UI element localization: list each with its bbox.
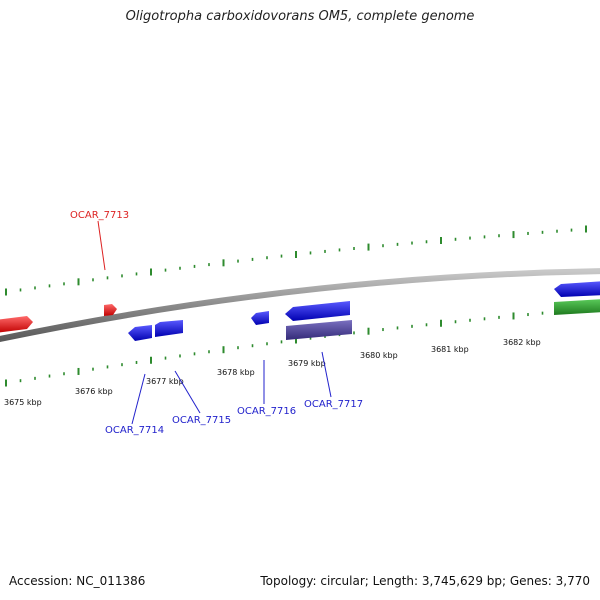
scale-labels: 3675 kbp 3676 kbp 3677 kbp 3678 kbp 3679… <box>4 338 541 407</box>
gene-bar-green[interactable] <box>554 299 600 315</box>
gene-arrow-ocar-7714[interactable] <box>128 325 152 341</box>
gene-label-ocar-7715[interactable]: OCAR_7715 <box>172 415 231 426</box>
scale-label: 3679 kbp <box>288 359 326 368</box>
genome-summary-text: Topology: circular; Length: 3,745,629 bp… <box>260 574 590 588</box>
scale-label: 3677 kbp <box>146 377 184 386</box>
leader-ocar-7713 <box>97 220 106 271</box>
gene-arrow-blue-right[interactable] <box>554 281 600 297</box>
genes <box>0 281 600 341</box>
scale-label: 3682 kbp <box>503 338 541 347</box>
scale-label: 3681 kbp <box>431 345 469 354</box>
gene-arrow-ocar-7717[interactable] <box>285 301 350 321</box>
gene-arrow-ocar-7716[interactable] <box>251 311 269 325</box>
gene-labels: OCAR_7713 OCAR_7714 OCAR_7715 OCAR_7716 … <box>70 210 363 436</box>
gene-arrow-red[interactable] <box>0 316 33 333</box>
scale-label: 3678 kbp <box>217 368 255 377</box>
gene-label-ocar-7713[interactable]: OCAR_7713 <box>70 210 129 221</box>
scale-label: 3676 kbp <box>75 387 113 396</box>
genome-backbone <box>0 268 600 343</box>
leader-ocar-7717 <box>321 351 332 398</box>
gene-arrow-ocar-7715[interactable] <box>155 320 183 337</box>
scale-label: 3675 kbp <box>4 398 42 407</box>
gene-arrow-ocar-7713[interactable] <box>104 304 117 316</box>
gene-label-ocar-7716[interactable]: OCAR_7716 <box>237 406 296 417</box>
accession-text: Accession: NC_011386 <box>9 574 146 588</box>
gene-bar-navy[interactable] <box>286 320 352 340</box>
scale-ticks-upper <box>5 225 587 296</box>
genome-title: Oligotropha carboxidovorans OM5, complet… <box>125 9 475 24</box>
gene-label-ocar-7714[interactable]: OCAR_7714 <box>105 425 164 436</box>
gene-label-ocar-7717[interactable]: OCAR_7717 <box>304 399 363 410</box>
leader-ocar-7715 <box>174 370 201 414</box>
leader-ocar-7714 <box>131 373 146 425</box>
scale-label: 3680 kbp <box>360 351 398 360</box>
label-leaders <box>97 220 332 425</box>
